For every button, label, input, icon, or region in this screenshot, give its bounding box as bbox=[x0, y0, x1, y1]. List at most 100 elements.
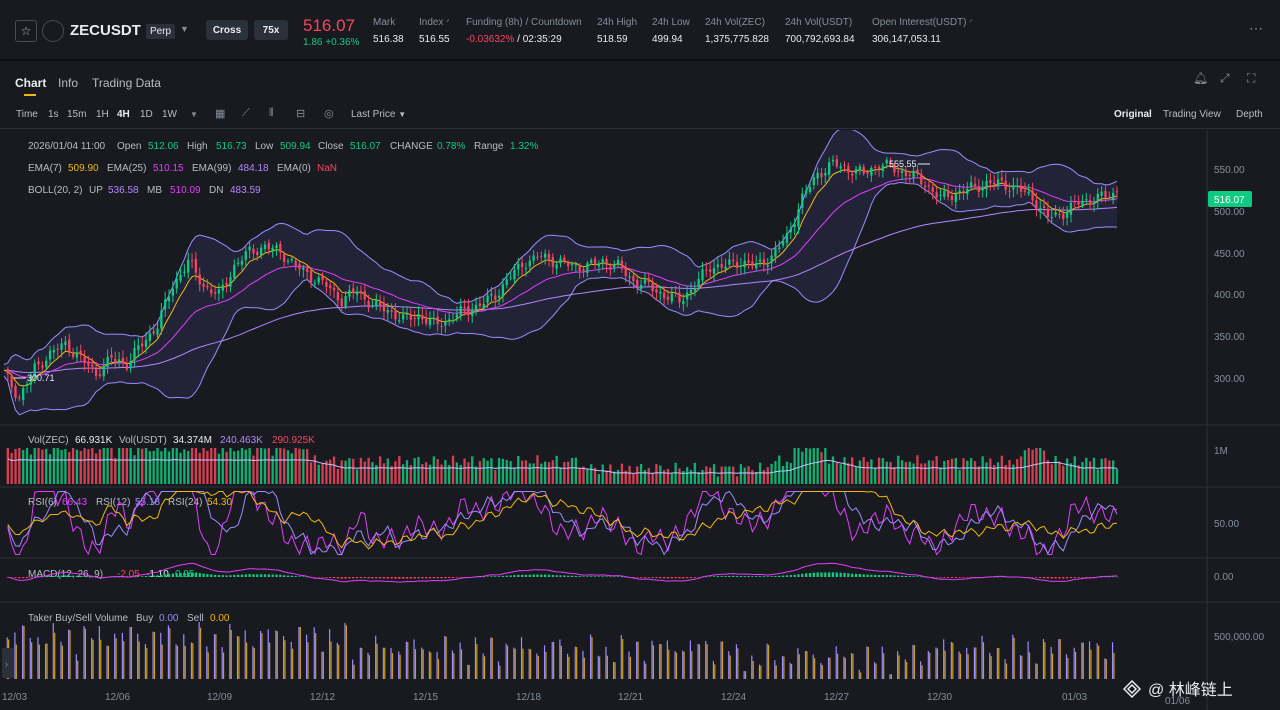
collapse-handle[interactable]: › bbox=[2, 648, 14, 678]
volume-bar bbox=[401, 464, 405, 484]
volume-bar bbox=[973, 461, 977, 484]
view-depth[interactable]: Depth bbox=[1236, 109, 1263, 120]
candle-body bbox=[1031, 190, 1034, 201]
symbol-name[interactable]: ZECUSDT bbox=[70, 22, 141, 39]
favorite-star-icon[interactable]: ☆ bbox=[15, 20, 37, 42]
taker-buy-bar bbox=[797, 648, 799, 679]
taker-buy-bar bbox=[1104, 658, 1106, 679]
volume-bar bbox=[459, 464, 462, 484]
taker-sell-bar bbox=[913, 645, 915, 679]
volume-bar bbox=[141, 448, 144, 484]
price-axis-tick: 300.00 bbox=[1214, 374, 1245, 385]
candle-body bbox=[939, 194, 942, 196]
interval-1s[interactable]: 1s bbox=[48, 109, 59, 120]
candle-body bbox=[747, 260, 750, 263]
macd-bar bbox=[613, 576, 616, 578]
taker-buy-bar bbox=[421, 647, 423, 679]
price-chart[interactable]: 2026/01/04 11:00 Open 512.06 High 516.73… bbox=[0, 130, 1280, 710]
legend-ema0-label: EMA(0) bbox=[277, 163, 311, 174]
candle-body bbox=[520, 262, 524, 268]
candle-body bbox=[709, 269, 712, 272]
macd-bar bbox=[1054, 577, 1057, 579]
taker-sell-bar bbox=[460, 649, 463, 679]
taker-sell-bar bbox=[1036, 663, 1038, 679]
candle-body bbox=[835, 159, 838, 167]
candle-body bbox=[428, 319, 432, 326]
volume-bar bbox=[966, 460, 969, 484]
fullscreen-icon[interactable]: ⛶ bbox=[1247, 71, 1256, 85]
drawing-tools-icon[interactable]: ⊟ bbox=[296, 108, 306, 120]
volume-bar bbox=[870, 459, 873, 484]
candle-body bbox=[286, 260, 290, 262]
stat-label: 24h Low bbox=[652, 17, 690, 28]
view-trading-view[interactable]: Trading View bbox=[1163, 109, 1221, 120]
legend-up: 536.58 bbox=[108, 185, 139, 196]
volume-bar bbox=[1073, 456, 1076, 484]
candle-body bbox=[451, 320, 455, 322]
alert-bell-icon[interactable]: 🔔︎ bbox=[1193, 71, 1209, 85]
volume-bar bbox=[271, 455, 274, 484]
active-tab-indicator bbox=[24, 94, 36, 96]
volume-bar bbox=[904, 462, 908, 484]
candle-body bbox=[413, 318, 416, 320]
volume-bar bbox=[1000, 455, 1004, 484]
candle-body bbox=[1000, 177, 1004, 181]
indicator-icon[interactable]: ⟋ bbox=[242, 107, 250, 119]
volume-bar bbox=[1058, 461, 1061, 484]
symbol-dropdown-chevron-icon[interactable]: ▼ bbox=[180, 24, 189, 34]
volume-bar bbox=[555, 455, 558, 484]
taker-sell-bar bbox=[583, 657, 585, 679]
calendar-icon[interactable]: ▦ bbox=[215, 108, 226, 120]
interval-4h[interactable]: 4H bbox=[117, 109, 130, 120]
macd-bar bbox=[121, 576, 125, 578]
tab-chart[interactable]: Chart bbox=[15, 76, 47, 90]
view-original[interactable]: Original bbox=[1114, 109, 1152, 120]
time-label[interactable]: Time bbox=[16, 109, 38, 120]
expand-icon[interactable]: ⤢ bbox=[1220, 71, 1230, 85]
candle-body bbox=[697, 278, 700, 287]
taker-buy-bar bbox=[1081, 642, 1083, 679]
volume-bar bbox=[977, 466, 980, 484]
tab-info[interactable]: Info bbox=[58, 76, 79, 90]
more-options-icon[interactable]: ⋯ bbox=[1249, 20, 1264, 36]
taker-buy-bar bbox=[375, 635, 377, 679]
vol-usdt-value: 34.374M bbox=[173, 435, 212, 446]
taker-sell-bar bbox=[591, 637, 593, 679]
volume-bar bbox=[970, 458, 973, 484]
candle-body bbox=[294, 260, 297, 266]
candle-body bbox=[678, 292, 681, 303]
volume-bar bbox=[60, 449, 63, 484]
volume-bar bbox=[762, 470, 766, 484]
interval-1d[interactable]: 1D bbox=[140, 109, 153, 120]
volume-bars bbox=[6, 448, 1119, 484]
macd-bar bbox=[724, 576, 727, 577]
stat-24h-vol-usdt: 24h Vol(USDT) 700,792,693.84 bbox=[785, 17, 855, 45]
margin-mode-button[interactable]: Cross bbox=[206, 20, 248, 40]
taker-sell-bar bbox=[315, 633, 317, 679]
volume-bar bbox=[927, 460, 931, 484]
volume-bar bbox=[344, 460, 347, 484]
candle-body bbox=[471, 310, 474, 316]
price-type-select[interactable]: Last Price ▼ bbox=[351, 109, 407, 120]
taker-sell-bar bbox=[844, 657, 846, 679]
interval-dropdown-icon[interactable]: ▼ bbox=[190, 110, 198, 119]
chart-type-icon[interactable]: ⫴ bbox=[269, 107, 274, 119]
macd-bar bbox=[716, 576, 720, 577]
ema25-line bbox=[3, 177, 1118, 378]
taker-buy-bar bbox=[83, 626, 85, 679]
interval-1w[interactable]: 1W bbox=[162, 109, 177, 120]
volume-bar bbox=[152, 450, 155, 484]
taker-buy-bar bbox=[236, 636, 239, 679]
taker-sell-bar bbox=[199, 627, 202, 679]
candle-body bbox=[1012, 185, 1015, 190]
leverage-button[interactable]: 75x bbox=[254, 20, 288, 40]
volume-bar bbox=[920, 463, 923, 484]
interval-1h[interactable]: 1H bbox=[96, 109, 109, 120]
stat-label: 24h High bbox=[597, 17, 638, 28]
tab-trading-data[interactable]: Trading Data bbox=[92, 76, 161, 90]
candle-body bbox=[52, 349, 56, 353]
taker-buy-bar bbox=[789, 662, 791, 679]
volume-bar bbox=[233, 451, 236, 484]
interval-15m[interactable]: 15m bbox=[67, 109, 87, 120]
settings-icon[interactable]: ◎ bbox=[324, 108, 334, 120]
